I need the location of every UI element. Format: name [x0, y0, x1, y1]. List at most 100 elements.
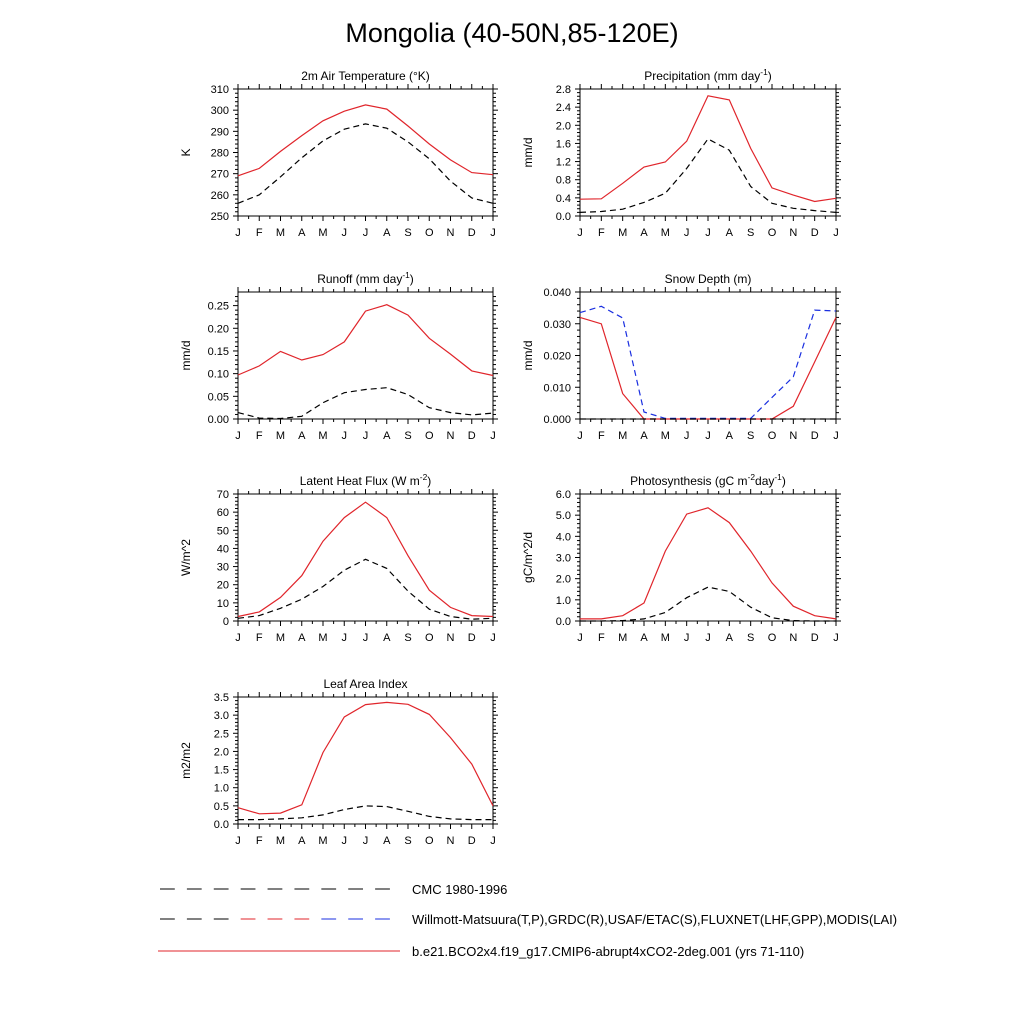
y-tick-label: 0.020	[543, 351, 571, 363]
x-tick-label: J	[577, 430, 583, 442]
model-series-line	[580, 507, 837, 620]
y-axis-label: mm/d	[521, 138, 535, 168]
x-tick-label: J	[577, 227, 583, 239]
y-tick-label: 0.0	[556, 616, 571, 628]
y-axis-label: K	[179, 148, 193, 156]
x-tick-label: J	[342, 227, 348, 239]
x-tick-label: S	[404, 835, 411, 847]
x-tick-label: A	[640, 430, 648, 442]
x-tick-label: F	[598, 227, 605, 239]
x-tick-label: A	[383, 835, 391, 847]
y-tick-label: 1.0	[556, 595, 571, 607]
y-tick-label: 0.0	[214, 819, 229, 831]
x-tick-label: O	[768, 430, 777, 442]
x-tick-label: F	[256, 835, 263, 847]
x-tick-label: M	[661, 430, 670, 442]
legend-label: Willmott-Matsuura(T,P),GRDC(R),USAF/ETAC…	[412, 912, 897, 927]
x-tick-label: J	[684, 430, 690, 442]
x-tick-label: S	[747, 632, 754, 644]
x-tick-label: D	[468, 430, 476, 442]
x-tick-label: J	[833, 632, 839, 644]
x-tick-label: J	[684, 227, 690, 239]
plot-frame	[237, 493, 494, 622]
x-tick-label: J	[490, 430, 496, 442]
plot-frame	[579, 493, 837, 622]
plot-frame	[237, 696, 494, 825]
y-tick-label: 0.00	[208, 414, 229, 426]
x-tick-label: D	[468, 632, 476, 644]
y-tick-label: 280	[211, 148, 229, 160]
y-axis-label: W/m^2	[179, 539, 193, 576]
figure-title: Mongolia (40-50N,85-120E)	[345, 18, 679, 48]
model-series-line	[579, 95, 837, 203]
x-tick-label: A	[640, 227, 648, 239]
y-tick-label: 5.0	[556, 510, 571, 522]
chart-panel-3: Runoff (mm day-1)mm/dJ F M A M J J A S O N D J0.000.…	[179, 270, 498, 442]
y-tick-label: 60	[217, 507, 229, 519]
x-tick-label: M	[276, 632, 285, 644]
panel-title: Photosynthesis (gC m-2day-1)	[630, 472, 786, 488]
x-tick-label: A	[298, 430, 306, 442]
x-tick-label: J	[705, 227, 711, 239]
x-tick-label: A	[383, 227, 391, 239]
x-tick-label: J	[363, 227, 369, 239]
y-tick-label: 0.0	[556, 211, 571, 223]
x-tick-label: J	[705, 632, 711, 644]
model-series-line	[579, 316, 837, 420]
x-tick-label: A	[298, 227, 306, 239]
x-tick-label: M	[276, 835, 285, 847]
y-tick-label: 0.25	[208, 301, 229, 313]
x-tick-label: D	[468, 227, 476, 239]
y-tick-label: 260	[211, 190, 229, 202]
y-axis-label: m2/m2	[179, 742, 193, 779]
x-tick-label: A	[726, 430, 734, 442]
y-tick-label: 1.6	[556, 138, 571, 150]
x-tick-label: A	[383, 430, 391, 442]
y-tick-label: 50	[217, 525, 229, 537]
x-tick-label: J	[235, 835, 241, 847]
y-tick-label: 20	[217, 580, 229, 592]
x-tick-label: M	[618, 632, 627, 644]
x-tick-label: M	[276, 430, 285, 442]
x-tick-label: N	[789, 227, 797, 239]
x-tick-label: J	[684, 632, 690, 644]
y-axis-label: mm/d	[179, 341, 193, 371]
y-tick-label: 1.0	[214, 783, 229, 795]
y-tick-label: 3.0	[556, 553, 571, 565]
legend-entry-2: Willmott-Matsuura(T,P),GRDC(R),USAF/ETAC…	[160, 912, 897, 927]
x-tick-label: J	[490, 227, 496, 239]
x-tick-label: M	[661, 632, 670, 644]
y-tick-label: 2.8	[556, 84, 571, 96]
y-tick-label: 300	[211, 105, 229, 117]
x-tick-label: J	[342, 632, 348, 644]
x-tick-label: J	[490, 632, 496, 644]
x-tick-label: O	[768, 227, 777, 239]
y-tick-label: 6.0	[556, 489, 571, 501]
y-axis-label: mm/d	[521, 341, 535, 371]
x-tick-label: D	[811, 227, 819, 239]
x-tick-label: J	[577, 632, 583, 644]
model-series-line	[237, 104, 494, 177]
obs-series-line	[238, 805, 493, 821]
y-tick-label: 0.040	[543, 287, 571, 299]
y-tick-label: 0.030	[543, 319, 571, 331]
panel-title: Latent Heat Flux (W m-2)	[300, 472, 432, 488]
x-tick-label: A	[298, 632, 306, 644]
x-tick-label: N	[447, 632, 455, 644]
x-tick-label: F	[598, 632, 605, 644]
y-tick-label: 2.4	[556, 102, 571, 114]
panel-title: 2m Air Temperature (°K)	[301, 69, 430, 83]
x-tick-label: S	[747, 430, 754, 442]
x-tick-label: S	[404, 632, 411, 644]
y-tick-label: 290	[211, 126, 229, 138]
x-tick-label: M	[276, 227, 285, 239]
x-tick-label: O	[425, 632, 434, 644]
chart-panel-4: Snow Depth (m) mm/d J F M A M J J A S O N D J 0.000 0.01…	[521, 272, 841, 442]
y-tick-label: 250	[211, 211, 229, 223]
x-tick-label: O	[768, 632, 777, 644]
x-tick-label: J	[235, 632, 241, 644]
y-tick-label: 1.2	[556, 157, 571, 169]
obs-series-line	[237, 123, 494, 204]
y-tick-label: 40	[217, 543, 229, 555]
y-tick-label: 3.0	[214, 710, 229, 722]
